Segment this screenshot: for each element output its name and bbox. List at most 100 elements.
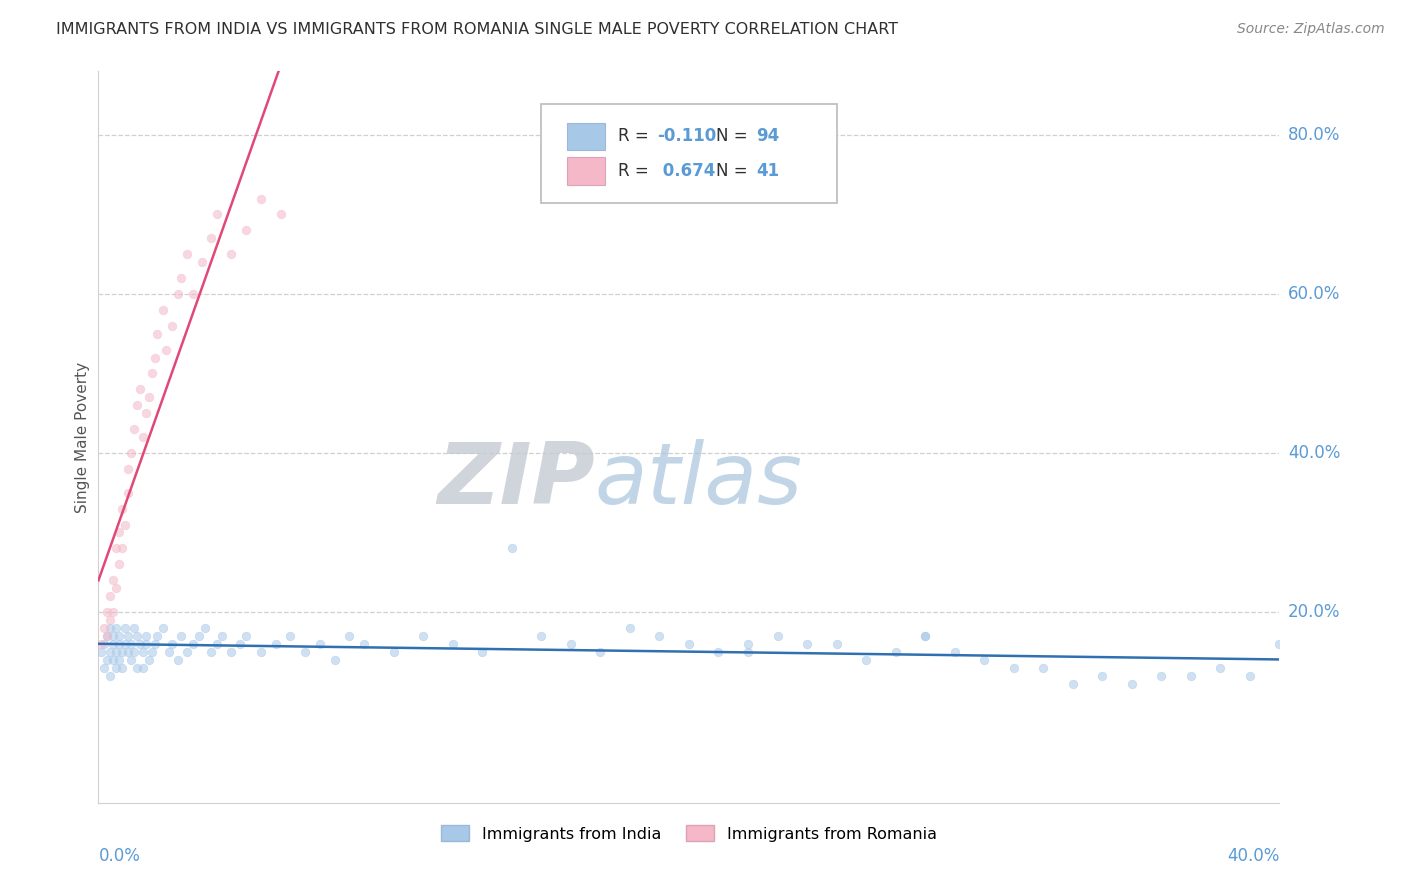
Point bbox=[96, 629, 118, 643]
Immigrants from India bbox=[122, 621, 145, 635]
Immigrants from India bbox=[1121, 676, 1143, 690]
Immigrants from India bbox=[125, 660, 148, 674]
Point bbox=[111, 541, 134, 556]
Immigrants from India bbox=[737, 637, 759, 651]
Immigrants from India bbox=[678, 637, 700, 651]
Immigrants from India bbox=[943, 645, 966, 659]
Immigrants from India bbox=[138, 653, 160, 667]
Immigrants from India bbox=[1062, 676, 1084, 690]
Immigrants from India bbox=[648, 629, 671, 643]
Point bbox=[98, 613, 121, 627]
Immigrants from India bbox=[120, 637, 142, 651]
Point bbox=[143, 351, 166, 365]
Immigrants from India bbox=[1150, 668, 1173, 682]
Point bbox=[128, 383, 150, 397]
Point bbox=[146, 326, 169, 341]
Immigrants from India bbox=[135, 637, 157, 651]
Immigrants from India bbox=[114, 637, 136, 651]
Immigrants from India bbox=[125, 629, 148, 643]
Immigrants from India bbox=[108, 653, 131, 667]
Point bbox=[93, 621, 115, 635]
Point bbox=[117, 462, 139, 476]
Point bbox=[152, 302, 174, 317]
Point bbox=[114, 517, 136, 532]
Immigrants from India bbox=[309, 637, 332, 651]
Immigrants from India bbox=[194, 621, 217, 635]
Immigrants from India bbox=[96, 629, 118, 643]
Point bbox=[270, 207, 292, 221]
Immigrants from India bbox=[353, 637, 375, 651]
Immigrants from India bbox=[135, 629, 157, 643]
Text: 40.0%: 40.0% bbox=[1288, 444, 1340, 462]
Immigrants from India bbox=[530, 629, 553, 643]
Immigrants from India bbox=[1180, 668, 1202, 682]
Immigrants from India bbox=[117, 645, 139, 659]
Point bbox=[111, 501, 134, 516]
Immigrants from India bbox=[200, 645, 222, 659]
Text: IMMIGRANTS FROM INDIA VS IMMIGRANTS FROM ROMANIA SINGLE MALE POVERTY CORRELATION: IMMIGRANTS FROM INDIA VS IMMIGRANTS FROM… bbox=[56, 22, 898, 37]
Immigrants from India bbox=[412, 629, 434, 643]
Immigrants from India bbox=[146, 629, 169, 643]
Immigrants from India bbox=[1091, 668, 1114, 682]
Immigrants from India bbox=[103, 629, 125, 643]
FancyBboxPatch shape bbox=[541, 104, 837, 203]
Immigrants from India bbox=[589, 645, 612, 659]
Point bbox=[105, 581, 128, 595]
Immigrants from India bbox=[117, 629, 139, 643]
Point bbox=[235, 223, 257, 237]
Text: 0.674: 0.674 bbox=[657, 161, 716, 180]
Immigrants from India bbox=[90, 645, 112, 659]
Immigrants from India bbox=[93, 660, 115, 674]
Immigrants from India bbox=[221, 645, 243, 659]
Point bbox=[141, 367, 163, 381]
Immigrants from India bbox=[111, 645, 134, 659]
FancyBboxPatch shape bbox=[567, 157, 605, 185]
Text: ZIP: ZIP bbox=[437, 440, 595, 523]
Immigrants from India bbox=[176, 645, 198, 659]
Point bbox=[167, 287, 190, 301]
Immigrants from India bbox=[132, 645, 155, 659]
Point bbox=[181, 287, 204, 301]
Immigrants from India bbox=[796, 637, 818, 651]
Immigrants from India bbox=[766, 629, 789, 643]
Point bbox=[176, 247, 198, 261]
Immigrants from India bbox=[825, 637, 848, 651]
Point bbox=[117, 485, 139, 500]
Immigrants from India bbox=[132, 660, 155, 674]
Text: atlas: atlas bbox=[595, 440, 803, 523]
Immigrants from India bbox=[1032, 660, 1054, 674]
Immigrants from India bbox=[501, 541, 523, 556]
Immigrants from India bbox=[152, 621, 174, 635]
Point bbox=[170, 271, 193, 285]
Immigrants from India bbox=[122, 645, 145, 659]
Text: R =: R = bbox=[619, 128, 654, 145]
Immigrants from India bbox=[108, 629, 131, 643]
Text: 80.0%: 80.0% bbox=[1288, 126, 1340, 144]
Point bbox=[103, 573, 125, 587]
Point bbox=[138, 390, 160, 404]
Immigrants from India bbox=[560, 637, 582, 651]
Point bbox=[108, 525, 131, 540]
Immigrants from India bbox=[98, 668, 121, 682]
Immigrants from India bbox=[229, 637, 252, 651]
Immigrants from India bbox=[162, 637, 183, 651]
Point bbox=[120, 446, 142, 460]
Immigrants from India bbox=[205, 637, 228, 651]
Immigrants from India bbox=[96, 653, 118, 667]
Point bbox=[132, 430, 155, 444]
Text: 60.0%: 60.0% bbox=[1288, 285, 1340, 303]
Immigrants from India bbox=[914, 629, 936, 643]
Text: 20.0%: 20.0% bbox=[1288, 603, 1340, 621]
Text: N =: N = bbox=[716, 161, 754, 180]
Point bbox=[250, 192, 273, 206]
Point bbox=[155, 343, 177, 357]
Point bbox=[125, 398, 148, 412]
Legend: Immigrants from India, Immigrants from Romania: Immigrants from India, Immigrants from R… bbox=[433, 817, 945, 850]
Immigrants from India bbox=[128, 637, 150, 651]
Y-axis label: Single Male Poverty: Single Male Poverty bbox=[75, 361, 90, 513]
Immigrants from India bbox=[103, 653, 125, 667]
Immigrants from India bbox=[170, 629, 193, 643]
Point bbox=[108, 558, 131, 572]
Immigrants from India bbox=[167, 653, 190, 667]
Point bbox=[105, 541, 128, 556]
